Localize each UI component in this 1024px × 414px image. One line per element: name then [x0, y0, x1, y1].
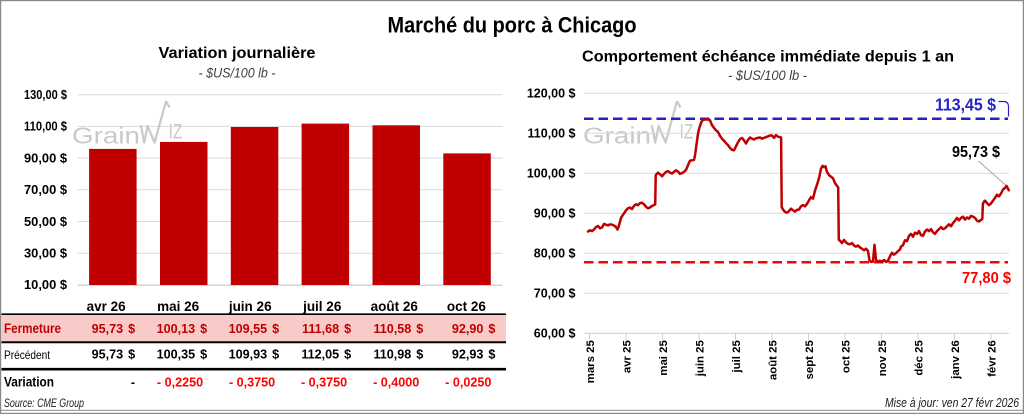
svg-text:juil 26: juil 26 — [302, 299, 342, 314]
svg-text:Fermeture: Fermeture — [4, 321, 61, 336]
svg-text:juin 25: juin 25 — [694, 340, 706, 378]
svg-text:nov 25: nov 25 — [877, 340, 889, 377]
svg-text:Mise à jour: ven 27 févr 2026: Mise à jour: ven 27 févr 2026 — [885, 396, 1019, 410]
svg-text:- 0,2250: - 0,2250 — [157, 375, 203, 389]
svg-text:90,00 $: 90,00 $ — [24, 151, 67, 165]
svg-text:50,00 $: 50,00 $ — [24, 215, 67, 229]
svg-text:Source: CME Group: Source: CME Group — [4, 398, 84, 410]
svg-text:avr 25: avr 25 — [621, 340, 633, 374]
svg-text:$: $ — [344, 322, 351, 336]
svg-text:mai 26: mai 26 — [157, 299, 200, 314]
svg-text:- 0,3750: - 0,3750 — [229, 375, 275, 389]
svg-text:120,00 $: 120,00 $ — [527, 87, 576, 101]
svg-text:100,13: 100,13 — [157, 322, 196, 336]
svg-text:oct 26: oct 26 — [447, 299, 487, 314]
svg-text:110,58: 110,58 — [373, 322, 411, 336]
svg-text:92,90: 92,90 — [452, 322, 484, 336]
svg-text:110,00 $: 110,00 $ — [24, 120, 67, 134]
svg-text:-: - — [131, 375, 135, 389]
svg-text:- 0,0250: - 0,0250 — [445, 375, 491, 389]
svg-text:60,00 $: 60,00 $ — [534, 327, 576, 341]
svg-text:95,73 $: 95,73 $ — [952, 144, 1000, 161]
svg-text:10,00 $: 10,00 $ — [24, 278, 67, 292]
svg-text:100,35: 100,35 — [157, 348, 196, 362]
svg-text:$: $ — [128, 348, 135, 362]
svg-text:$: $ — [344, 348, 351, 362]
svg-text:mai 25: mai 25 — [658, 340, 670, 376]
svg-text:- $US/100 lb -: - $US/100 lb - — [728, 67, 807, 83]
svg-text:- 0,3750: - 0,3750 — [301, 375, 347, 389]
svg-text:110,00 $: 110,00 $ — [528, 127, 576, 141]
svg-text:Comportement échéance immédiat: Comportement échéance immédiate depuis 1… — [582, 49, 954, 66]
svg-text:févr 26: févr 26 — [986, 340, 998, 377]
svg-text:109,93: 109,93 — [229, 348, 268, 362]
svg-text:- 0,4000: - 0,4000 — [373, 375, 419, 389]
svg-text:130,00 $: 130,00 $ — [24, 88, 67, 102]
svg-text:$: $ — [200, 348, 207, 362]
svg-text:95,73: 95,73 — [92, 322, 124, 336]
svg-text:Variation journalière: Variation journalière — [159, 45, 316, 62]
svg-text:août 25: août 25 — [767, 340, 779, 381]
svg-text:août 26: août 26 — [371, 299, 419, 314]
svg-text:$: $ — [488, 322, 495, 336]
svg-text:77,80 $: 77,80 $ — [962, 270, 1011, 287]
svg-text:$: $ — [272, 322, 279, 336]
svg-text:70,00 $: 70,00 $ — [24, 183, 67, 197]
svg-text:janv 26: janv 26 — [950, 340, 962, 380]
svg-text:$: $ — [488, 348, 495, 362]
svg-text:110,98: 110,98 — [373, 348, 411, 362]
svg-text:113,45 $: 113,45 $ — [935, 95, 996, 115]
svg-text:$: $ — [416, 348, 423, 362]
svg-text:95,73: 95,73 — [92, 348, 124, 362]
svg-text:70,00 $: 70,00 $ — [534, 287, 576, 301]
svg-text:Précédent: Précédent — [4, 348, 51, 362]
svg-text:111,68: 111,68 — [302, 322, 339, 336]
svg-text:Variation: Variation — [4, 373, 54, 389]
svg-text:mars 25: mars 25 — [585, 340, 597, 384]
svg-text:oct 25: oct 25 — [840, 340, 852, 374]
svg-text:- $US/100 lb -: - $US/100 lb - — [199, 65, 276, 81]
svg-text:Grain: Grain — [72, 123, 140, 149]
svg-text:100,00 $: 100,00 $ — [527, 167, 576, 181]
svg-text:avr 26: avr 26 — [87, 299, 127, 314]
svg-text:109,55: 109,55 — [229, 322, 268, 336]
svg-text:80,00 $: 80,00 $ — [534, 247, 576, 261]
svg-text:IZ: IZ — [169, 121, 183, 144]
svg-text:112,05: 112,05 — [301, 348, 339, 362]
svg-text:92,93: 92,93 — [452, 348, 484, 362]
svg-text:déc 25: déc 25 — [913, 340, 925, 376]
svg-text:$: $ — [200, 322, 207, 336]
svg-text:90,00 $: 90,00 $ — [534, 207, 576, 221]
svg-text:$: $ — [272, 348, 279, 362]
svg-text:$: $ — [128, 322, 135, 336]
svg-text:juil 25: juil 25 — [731, 340, 743, 374]
svg-text:Marché du porc à Chicago: Marché du porc à Chicago — [388, 13, 637, 38]
svg-text:sept 25: sept 25 — [804, 340, 816, 380]
svg-text:30,00 $: 30,00 $ — [24, 247, 67, 261]
svg-text:$: $ — [416, 322, 423, 336]
svg-text:juin 26: juin 26 — [228, 299, 272, 314]
